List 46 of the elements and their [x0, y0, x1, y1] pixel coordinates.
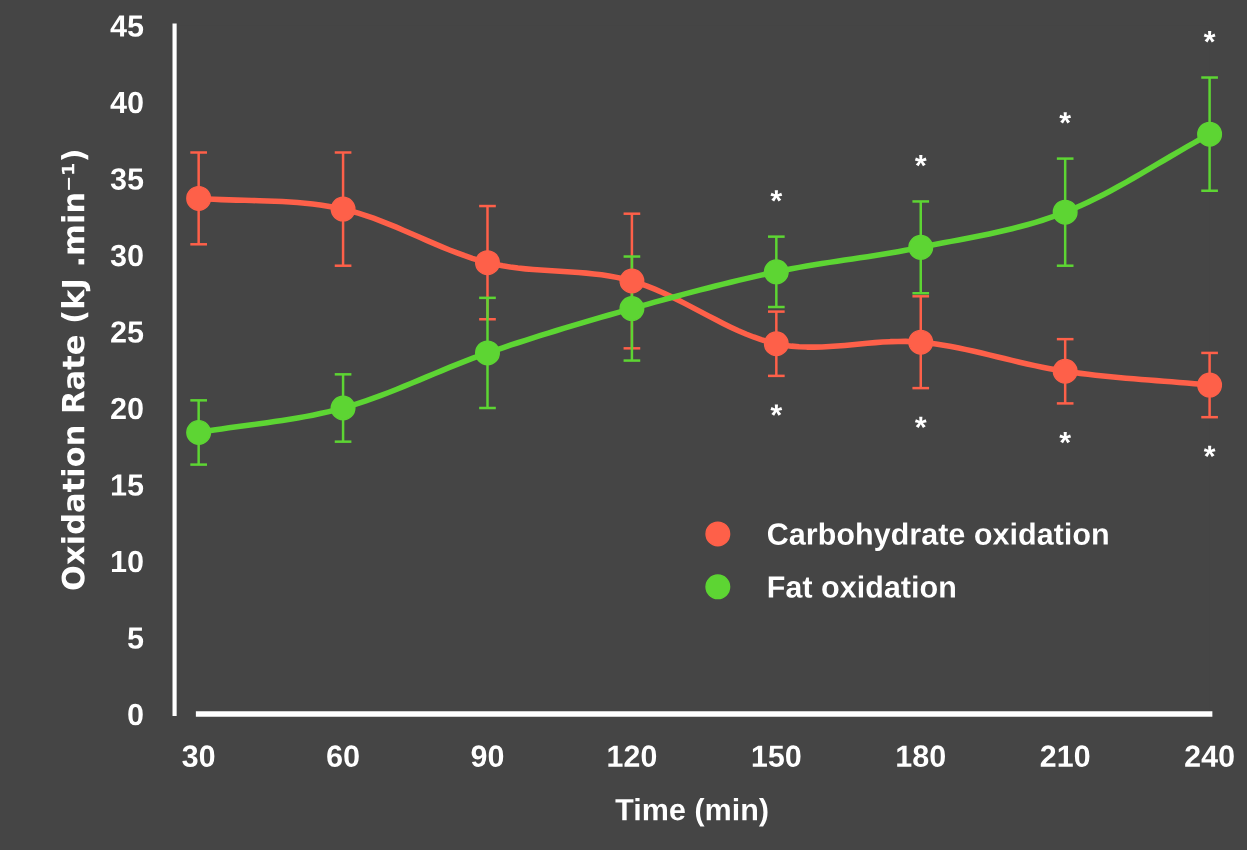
- annotation: *: [914, 155, 927, 167]
- annotation: *: [1059, 112, 1072, 124]
- y-tick-label: 10: [111, 550, 143, 573]
- point: [619, 296, 645, 322]
- point: [474, 340, 500, 366]
- x-tick-label: 150: [752, 745, 801, 767]
- point: [908, 329, 934, 355]
- point: [908, 234, 934, 260]
- x-tick-label: 60: [327, 745, 359, 767]
- annotation: *: [1203, 445, 1216, 458]
- point: [330, 395, 356, 421]
- annotation: *: [770, 190, 783, 202]
- y-tick-label: 35: [110, 168, 144, 190]
- y-tick-label: 40: [110, 91, 143, 114]
- annotation: *: [1203, 31, 1216, 43]
- point: [186, 185, 212, 211]
- point: [474, 250, 500, 276]
- x-tick-label: 210: [1040, 745, 1090, 767]
- point: [1052, 199, 1078, 225]
- y-tick-label: 5: [127, 627, 144, 649]
- x-tick-label: 180: [897, 745, 945, 767]
- x-tick-label: 90: [471, 745, 504, 767]
- y-tick-label: 25: [111, 321, 144, 343]
- point: [1197, 121, 1223, 147]
- point: [186, 419, 212, 445]
- legend-label: Fat oxidation: [768, 575, 955, 598]
- y-tick-label: 15: [111, 474, 144, 496]
- point: [1052, 358, 1078, 384]
- x-tick-label: 120: [608, 745, 657, 767]
- y-tick-label: 0: [128, 703, 143, 726]
- point: [763, 259, 789, 285]
- y-tick-label: 45: [110, 15, 144, 37]
- y-tick-label: 30: [110, 244, 143, 267]
- annotation: *: [914, 416, 927, 429]
- point: [619, 268, 645, 294]
- legend-label: Carbohydrate oxidation: [767, 522, 1108, 551]
- x-tick-label: 30: [182, 745, 215, 768]
- annotation: *: [770, 404, 783, 416]
- point: [330, 196, 356, 222]
- point: [1197, 372, 1223, 398]
- y-tick-label: 20: [111, 397, 143, 420]
- x-tick-label: 240: [1185, 745, 1234, 767]
- y-axis-title: Oxidation Rate (kJ .min⁻¹): [61, 151, 91, 590]
- x-axis-title: Time (min): [615, 798, 768, 827]
- point: [763, 331, 789, 357]
- annotation: *: [1059, 431, 1072, 444]
